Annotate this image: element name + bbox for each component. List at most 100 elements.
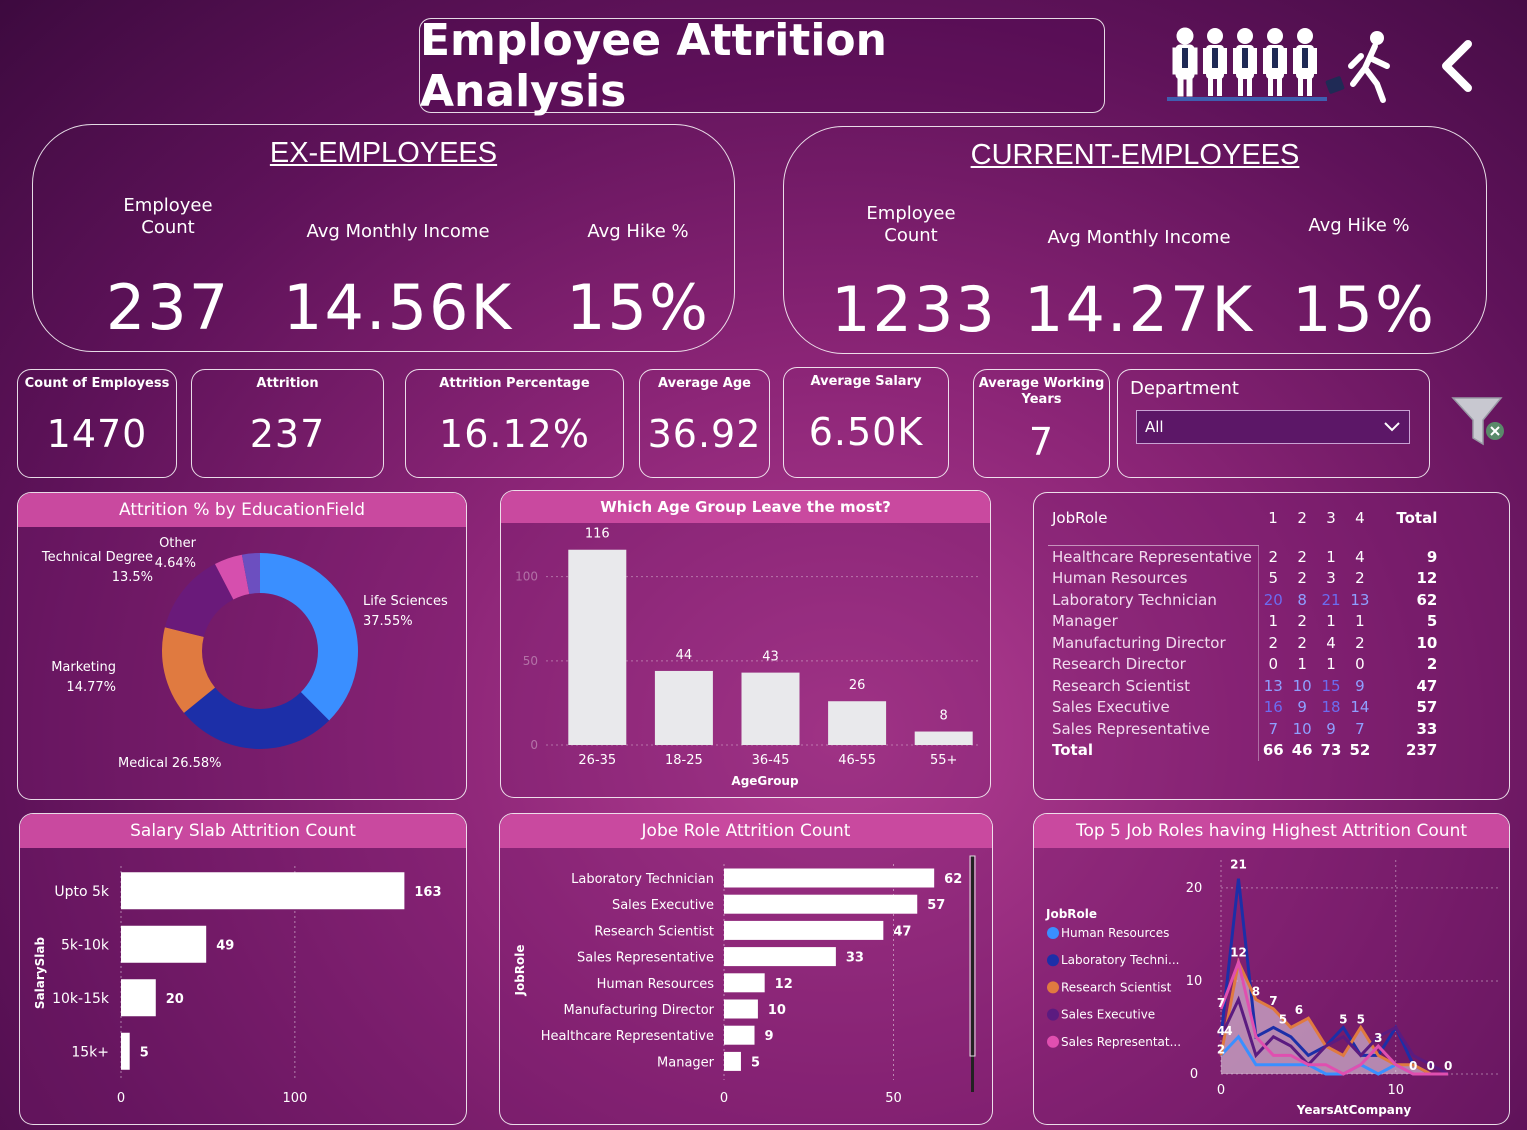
clear-filter-icon[interactable] [1450, 394, 1508, 450]
line-legend-item: Sales Representat... [1061, 1035, 1181, 1049]
salary-ytick: 15k+ [71, 1044, 109, 1060]
jobrole-bar [724, 1051, 741, 1071]
education-field-panel: Attrition % by EducationField Life Scien… [17, 492, 467, 800]
matrix-cell: Total [1048, 739, 1259, 761]
matrix-cell: 14 [1350, 698, 1370, 717]
matrix-row: Healthcare Representative 2 2 1 4 9 [1048, 545, 1441, 568]
line-series-sales-executive [1219, 995, 1449, 1076]
age-ytick: 100 [515, 570, 538, 584]
donut-label-4: Other [159, 536, 197, 551]
matrix-cell: 3 [1326, 509, 1336, 527]
top5-jobroles-title: Top 5 Job Roles having Highest Attrition… [1034, 814, 1509, 848]
ex-employees-heading: EX-EMPLOYEES [269, 137, 498, 169]
line-legend-item: Laboratory Techni... [1061, 953, 1179, 967]
matrix-cell: 2 [1426, 655, 1438, 674]
matrix-cell: Human Resources [1048, 567, 1259, 589]
matrix-cell: Manager [1048, 610, 1259, 632]
current-employees-heading: CURRENT-EMPLOYEES [970, 139, 1300, 171]
line-data-label: 7 [1269, 994, 1277, 1008]
jobrole-scroll-thumb [969, 855, 976, 1057]
matrix-cell: 2 [1297, 612, 1307, 631]
line-data-label: 0 [1409, 1059, 1417, 1073]
matrix-cell: Manufacturing Director [1048, 632, 1259, 654]
line-data-label: 2 [1217, 1042, 1225, 1056]
jobrole-bar [724, 1025, 755, 1045]
jobrole-bar-label: 5 [751, 1055, 760, 1070]
matrix-cell: 4 [1326, 633, 1336, 652]
line-ytick: 10 [1186, 974, 1203, 989]
top5-jobroles-panel: Top 5 Job Roles having Highest Attrition… [1033, 813, 1510, 1125]
average-age-label: Average Age [658, 376, 751, 391]
matrix-cell: Research Scientist [1048, 675, 1259, 697]
attrition-label: Attrition [256, 376, 319, 391]
matrix-row: Laboratory Technician 20 8 21 13 62 [1048, 589, 1441, 611]
ex-income-value: 14.56K [283, 271, 514, 344]
donut-slice-3 [164, 563, 234, 637]
donut-value-3: 13.5% [112, 570, 153, 585]
line-data-label: 21 [1230, 858, 1247, 872]
matrix-cell: 2 [1297, 569, 1307, 588]
matrix-cell: 57 [1416, 698, 1438, 717]
matrix-cell: 9 [1426, 547, 1438, 566]
age-bar-36-45 [741, 672, 800, 745]
matrix-cell: 1 [1268, 612, 1279, 631]
attrition-value: 237 [249, 412, 326, 456]
line-legend-item: Sales Executive [1061, 1008, 1155, 1022]
matrix-cell: 2 [1268, 547, 1279, 566]
matrix-cell: 5 [1268, 569, 1279, 588]
line-series-sales-representative [1219, 957, 1449, 1076]
matrix-cell: 1 [1326, 655, 1336, 674]
jobrole-bar [724, 973, 765, 993]
matrix-cell: 15 [1321, 676, 1341, 695]
current-hike-label: Avg Hike % [1308, 215, 1410, 236]
count-employees-value: 1470 [46, 412, 148, 456]
average-working-years-card: Average Working Years 7 [973, 369, 1110, 478]
age-group-title: Which Age Group Leave the most? [501, 491, 990, 523]
matrix-cell: 2 [1297, 633, 1307, 652]
department-slicer: Department All [1117, 369, 1430, 478]
department-dropdown[interactable]: All [1136, 410, 1410, 444]
donut-slice-5 [241, 553, 260, 595]
age-xtick: 55+ [930, 753, 957, 768]
matrix-cell: 16 [1263, 698, 1283, 717]
line-legend-marker [1047, 927, 1059, 939]
jobrole-bar-label: 62 [944, 872, 962, 887]
line-area [1221, 962, 1449, 1074]
matrix-cell: 52 [1349, 741, 1371, 760]
matrix-row: Total 66 46 73 52 237 [1048, 739, 1441, 761]
education-donut-chart: Life Sciences 37.55% Medical 26.58% Marketi… [41, 536, 448, 771]
jobrole-bar [724, 920, 884, 940]
age-bar-label: 8 [940, 709, 948, 724]
matrix-row: Sales Executive 16 9 18 14 57 [1048, 696, 1441, 718]
salary-bar-label: 163 [414, 885, 441, 900]
chevron-down-icon [1384, 422, 1400, 432]
matrix-cell: 7 [1268, 719, 1279, 738]
matrix-cell: 2 [1268, 633, 1279, 652]
attrition-percentage-card: Attrition Percentage 16.12% [405, 369, 624, 478]
line-legend-marker [1047, 981, 1059, 994]
line-data-label: 4 [1224, 1024, 1232, 1038]
line-data-label: 5 [1339, 1012, 1347, 1026]
attrition-card: Attrition 237 [191, 369, 384, 478]
age-bar-label: 44 [676, 648, 693, 663]
chevron-left-icon[interactable] [1438, 40, 1478, 92]
jobrole-ytick: Sales Executive [612, 898, 714, 913]
matrix-cell: 2 [1297, 547, 1307, 566]
jobrole-ytick: Manager [657, 1055, 715, 1070]
matrix-cell: 3 [1326, 569, 1336, 588]
matrix-cell: 9 [1326, 719, 1336, 738]
salary-xtick: 0 [117, 1091, 125, 1106]
matrix-cell: Laboratory Technician [1048, 589, 1259, 611]
average-salary-card: Average Salary 6.50K [783, 367, 949, 478]
current-income-value: 14.27K [1024, 273, 1255, 346]
jobrole-ytick: Research Scientist [594, 924, 714, 939]
salary-ytick: Upto 5k [54, 884, 110, 900]
jobrole-bar-label: 33 [846, 951, 864, 966]
age-xtick: 18-25 [665, 753, 703, 768]
jobrole-ytick: Human Resources [597, 977, 715, 992]
matrix-cell: 66 [1262, 741, 1284, 760]
line-legend-marker [1047, 1008, 1059, 1021]
line-ytick: 20 [1186, 881, 1203, 896]
line-series-research-scientist [1219, 957, 1449, 1076]
line-legend-item: Human Resources [1061, 926, 1169, 940]
